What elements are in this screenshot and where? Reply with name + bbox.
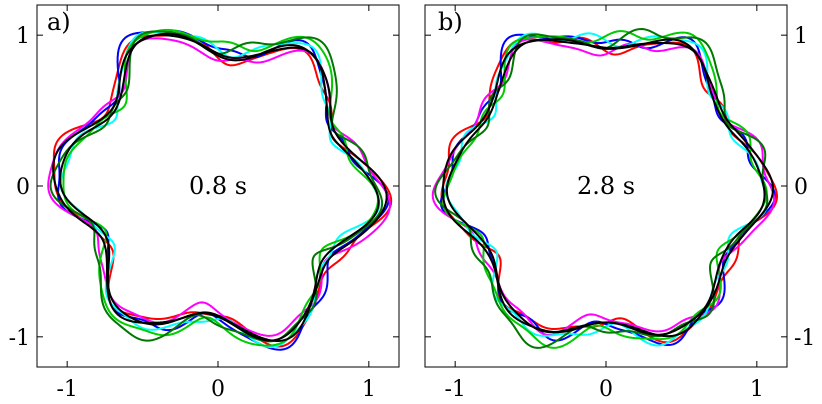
time-annotation: 2.8 s <box>577 172 635 200</box>
contour-series-5 <box>434 28 769 349</box>
x-tick-label: 0 <box>599 377 613 402</box>
x-tick-label: 1 <box>750 377 764 402</box>
contour-series-6 <box>441 38 775 338</box>
y-tick-label: -1 <box>9 326 30 351</box>
contour-series-7 <box>59 34 380 342</box>
x-tick-label: -1 <box>444 377 465 402</box>
y-tick-label: 0 <box>794 175 808 200</box>
x-tick-label: 1 <box>362 377 376 402</box>
panel-a: -1 0 1 1 0 -1 a) 0.8 s <box>9 4 400 402</box>
x-tick-label: 0 <box>211 377 225 402</box>
contour-series-1 <box>57 29 390 351</box>
time-annotation: 0.8 s <box>189 172 247 200</box>
y-tick-label: 1 <box>794 24 808 49</box>
y-tick-label: -1 <box>794 326 815 351</box>
contour-series-7 <box>445 38 766 336</box>
y-tick-label: 1 <box>16 24 30 49</box>
contour-series-2 <box>47 37 391 337</box>
panel-label: a) <box>47 8 71 36</box>
panel-label: b) <box>438 8 463 36</box>
contour-series-5 <box>49 30 384 343</box>
y-tick-label: 0 <box>16 175 30 200</box>
contour-series-6 <box>52 32 388 342</box>
panel-b: -1 0 1 1 0 -1 b) 2.8 s <box>424 4 815 402</box>
x-tick-label: -1 <box>56 377 77 402</box>
